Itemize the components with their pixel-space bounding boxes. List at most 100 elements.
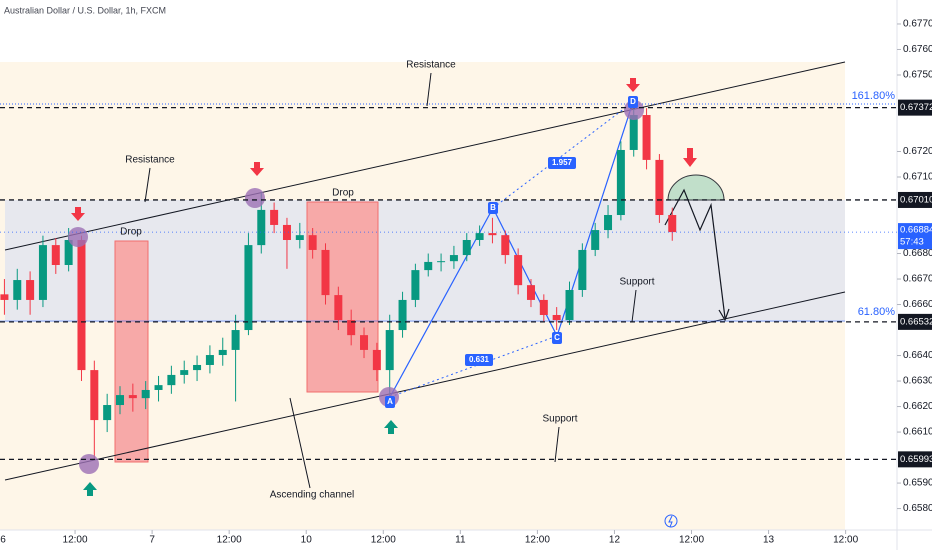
candle-body [257,209,266,246]
channel-lower [4,291,846,481]
drop-box [114,240,149,463]
candle-body [282,224,291,241]
candle-body [128,395,137,399]
annotation: Resistance [125,155,175,166]
pointer [554,426,560,463]
candle-body [449,255,458,262]
drawings [0,61,897,530]
annotation: Support [619,277,654,288]
candle-body [334,295,343,321]
price-label: 0.65993 [900,454,932,465]
projection [664,188,726,319]
candle-body [244,245,253,331]
last-price-label: 0.66884 [900,225,932,236]
x-tick-label: 12:00 [679,535,704,546]
candle-body [475,233,484,241]
abcd-ratio-line [492,101,634,209]
pattern-tag [385,396,395,408]
y-tick-label: 0.65800 [903,503,932,514]
down-arrow [683,148,697,167]
x-tick-label: 13 [763,535,775,546]
channel-upper [4,61,846,251]
candle-body [501,235,510,256]
annotation: Drop [332,188,354,199]
event-icon [668,515,673,528]
price-label: 0.67010 [900,194,932,205]
candle-body [526,285,535,300]
candle-body [231,330,240,350]
candle-body [13,280,22,300]
price-label: 0.66532 [900,316,932,327]
pattern-tag [548,157,576,169]
candle-body [629,115,638,150]
candles [0,99,677,461]
up-arrow [83,482,97,496]
candle-body [552,314,561,321]
price-label-box [898,99,932,116]
x-tick-label: 12:00 [217,535,242,546]
candle-body [372,349,381,371]
pattern-label: B [490,203,496,212]
candle-body [539,299,548,315]
candle-body [565,289,574,321]
abcd-pattern [389,101,634,398]
pivot-circle [68,227,88,247]
candle-body [488,233,497,236]
chart-title: Australian Dollar / U.S. Dollar, 1h, FXC… [4,5,166,15]
candle-body [411,270,420,300]
pointer [289,397,311,489]
candle-body [360,335,369,350]
candle-body [103,405,112,421]
candle-body [77,240,86,371]
candle-body [347,320,356,336]
candle-body [321,249,330,296]
pointer [426,72,432,107]
candle-body [514,255,523,286]
last-price-box [898,223,932,250]
annotation: 161.80% [852,90,896,102]
annotation: Drop [120,227,142,238]
candle-body [116,395,125,406]
candle-body [154,385,163,390]
candle-body [270,209,279,225]
x-tick-label: 12:00 [63,535,88,546]
annotation: Ascending channel [270,490,355,501]
candle-body [655,159,664,216]
x-tick-label: 12 [609,535,621,546]
pattern-label: C [554,333,560,342]
candle-body [385,330,394,371]
x-tick-label: 10 [301,535,313,546]
candle-body [51,245,60,265]
candle-body [64,240,73,265]
x-tick-label: 11 [455,535,466,546]
down-arrow [250,162,264,176]
pattern-tag [465,354,493,366]
pattern-label: D [630,97,636,106]
pattern-tag [552,332,562,344]
candle-body [193,364,202,371]
drop-box [306,201,379,393]
annotation: 61.80% [858,306,896,318]
event-icon[interactable] [664,514,678,528]
price-label-box [898,451,932,468]
candle-body [616,149,625,216]
candle-body [38,245,47,300]
pattern-label: 1.957 [552,158,573,167]
candle-body [668,215,677,233]
candle-body [604,215,613,231]
pivot-circle [245,188,265,208]
candle-body [398,299,407,331]
pattern-tag [628,96,638,108]
candle-body [205,355,214,365]
